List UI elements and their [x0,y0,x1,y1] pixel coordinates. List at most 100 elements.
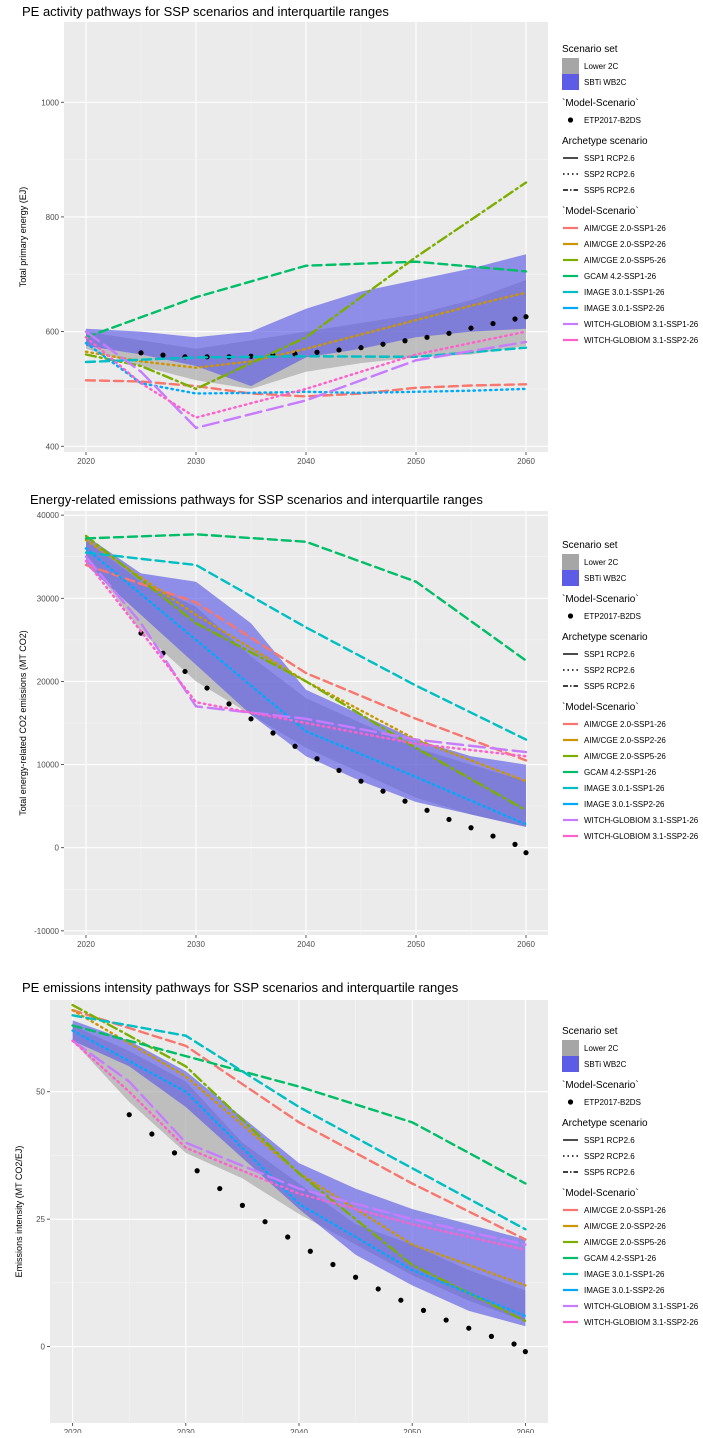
x-tick-label: 2040 [290,1428,308,1433]
legend-label: AIM/CGE 2.0-SSP1-26 [584,224,666,233]
x-tick-label: 2060 [517,457,535,466]
data-point [466,1325,472,1331]
legend-title: `Model-Scenario` [562,205,639,217]
y-tick-label: 0 [55,844,60,853]
series-aim-cge-2-0-ssp2-26 [84,291,528,369]
data-point [194,1168,200,1174]
data-point [336,347,342,353]
series-gcam-4-2-ssp1-26 [84,533,528,662]
y-tick-label: 800 [46,213,60,222]
legend-label: IMAGE 3.0.1-SSP2-26 [584,304,665,313]
chart-title: PE activity pathways for SSP scenarios a… [22,4,389,19]
x-tick-label: 2030 [177,1428,195,1433]
legend-label: AIM/CGE 2.0-SSP1-26 [584,1206,666,1215]
x-tick-label: 2040 [297,940,315,949]
series-image-3-0-1-ssp2-26 [84,341,528,395]
series-aim-cge-2-0-ssp5-26 [84,534,528,812]
legend-label: AIM/CGE 2.0-SSP1-26 [584,720,666,729]
data-point [402,798,408,804]
chart-2: Energy-related emissions pathways for SS… [18,492,699,949]
legend-label: SSP1 RCP2.6 [584,1136,635,1145]
legend-label: ETP2017-B2DS [584,1098,641,1107]
legend-label: AIM/CGE 2.0-SSP2-26 [584,736,666,745]
x-tick-label: 2020 [77,940,95,949]
data-point [522,1349,528,1355]
legend-title: Archetype scenario [562,632,648,643]
legend-title: Scenario set [562,540,618,551]
legend-label: GCAM 4.2-SSP1-26 [584,768,657,777]
data-point [512,316,518,322]
data-point [424,807,430,813]
chart-3: PE emissions intensity pathways for SSP … [14,980,699,1437]
data-point [285,1234,291,1240]
series-witch-globiom-3-1-ssp1-26 [84,555,528,754]
data-point [523,850,529,856]
legend-label: IMAGE 3.0.1-SSP2-26 [584,1286,665,1295]
legend-label: AIM/CGE 2.0-SSP2-26 [584,1222,666,1231]
plot-area [71,1003,528,1355]
series-image-3-0-1-ssp2-26 [84,547,528,826]
legend-label: GCAM 4.2-SSP1-26 [584,272,657,281]
legend-key-point [567,117,574,123]
legend: Scenario set Lower 2C SBTi WB2C `Model-Scen… [562,44,699,345]
data-point [402,338,408,344]
data-point [380,788,386,794]
series-witch-globiom-3-1-ssp2-26 [71,1039,527,1251]
y-tick-label: 50 [36,1088,45,1097]
legend-label: SBTi WB2C [584,1060,627,1069]
legend-label: WITCH-GLOBIOM 3.1-SSP1-26 [584,1302,699,1311]
legend-label: SSP5 RCP2.6 [584,186,635,195]
series-image-3-0-1-ssp1-26 [71,1014,527,1231]
legend-title: `Model-Scenario` [562,1187,639,1199]
y-axis-title: Total primary energy (EJ) [18,187,28,288]
data-point [523,314,529,320]
legend-label: SSP2 RCP2.6 [584,1152,635,1161]
data-point [490,833,496,839]
legend-label: SSP2 RCP2.6 [584,666,635,675]
data-point [204,685,210,691]
data-point [358,345,364,351]
legend-label: WITCH-GLOBIOM 3.1-SSP2-26 [584,832,699,841]
legend-key-swatch [562,1056,579,1072]
x-tick-label: 2030 [187,940,205,949]
legend: Scenario set Lower 2C SBTi WB2C `Model-Scen… [562,1026,699,1327]
legend-label: IMAGE 3.0.1-SSP1-26 [584,288,665,297]
legend-title: Scenario set [562,1026,618,1037]
x-tick-label: 2050 [403,1428,421,1433]
legend-label: WITCH-GLOBIOM 3.1-SSP2-26 [584,1318,699,1327]
series-etp2017-b2ds [138,630,529,856]
series-gcam-4-2-ssp1-26 [71,1024,527,1185]
data-point [512,841,518,847]
plot-area [84,181,529,430]
x-tick-label: 2040 [297,457,315,466]
legend-label: WITCH-GLOBIOM 3.1-SSP2-26 [584,336,699,345]
legend-label: ETP2017-B2DS [584,116,641,125]
legend-title: `Model-Scenario` [562,701,639,713]
legend-label: SBTi WB2C [584,574,627,583]
x-tick-label: 2060 [516,1428,534,1433]
series-witch-globiom-3-1-ssp1-26 [71,1039,527,1246]
y-tick-label: 1000 [41,98,59,107]
chart-title: PE emissions intensity pathways for SSP … [22,980,459,995]
legend-label: ETP2017-B2DS [584,612,641,621]
data-point [226,701,232,707]
x-tick-label: 2030 [187,457,205,466]
data-point [446,816,452,823]
data-point [446,330,452,336]
data-point [468,325,474,331]
legend-label: WITCH-GLOBIOM 3.1-SSP1-26 [584,816,699,825]
data-point [358,778,364,784]
series-witch-globiom-3-1-ssp1-26 [84,330,528,430]
y-tick-label: 600 [46,328,60,337]
legend-key-swatch [562,74,579,90]
data-point [424,334,430,340]
x-tick-label: 2060 [517,940,535,949]
series-aim-cge-2-0-ssp2-26 [84,538,528,783]
y-axis-title: Total energy-related CO2 emissions (MT C… [18,630,28,815]
data-point [248,716,254,722]
legend-label: AIM/CGE 2.0-SSP5-26 [584,1238,666,1247]
legend-label: Lower 2C [584,62,618,71]
x-tick-label: 2050 [407,940,425,949]
x-tick-label: 2050 [407,457,425,466]
